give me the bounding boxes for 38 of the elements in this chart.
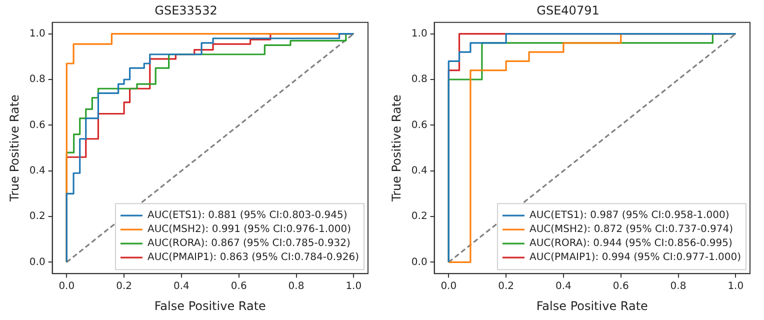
legend-label: AUC(MSH2): 0.872 (95% CI:0.737-0.974) [529,224,734,236]
x-axis-title: False Positive Rate [154,298,266,313]
x-tick-label: 1.0 [728,281,744,292]
y-tick-label: 0.4 [29,165,46,176]
y-tick-label: 1.0 [411,28,428,40]
legend-label: AUC(PMAIP1): 0.994 (95% CI:0.977-1.000) [529,252,742,264]
x-tick-label: 0.6 [230,281,247,292]
y-tick-label: 0.0 [411,256,428,268]
y-tick-label: 0.6 [29,120,46,131]
x-tick-label: 0.4 [556,281,572,292]
x-tick-label: 0.8 [288,281,304,292]
y-axis-title: True Positive Rate [7,94,22,202]
y-tick-label: 0.0 [29,256,46,268]
y-axis-title: True Positive Rate [389,94,404,202]
y-tick-label: 0.2 [29,211,46,222]
y-tick-label: 0.2 [411,211,428,222]
x-tick-label: 0.2 [498,281,514,292]
legend-label: AUC(PMAIP1): 0.863 (95% CI:0.784-0.926) [147,252,360,264]
y-tick-label: 0.8 [29,74,46,86]
y-tick-label: 1.0 [29,28,46,40]
y-tick-label: 0.8 [411,74,428,86]
legend-label: AUC(RORA): 0.944 (95% CI:0.856-0.995) [529,238,732,250]
x-axis-title: False Positive Rate [536,298,648,313]
legend-label: AUC(ETS1): 0.987 (95% CI:0.958-1.000) [529,210,730,222]
x-tick-label: 0.2 [116,281,132,292]
x-tick-label: 0.4 [174,281,190,292]
x-tick-label: 0.0 [440,281,457,292]
legend-label: AUC(RORA): 0.867 (95% CI:0.785-0.932) [147,238,350,250]
x-tick-label: 0.6 [612,281,629,292]
legend-label: AUC(MSH2): 0.991 (95% CI:0.976-1.000) [147,224,352,236]
x-tick-label: 0.8 [670,281,686,292]
y-tick-label: 0.4 [411,165,428,176]
y-tick-label: 0.6 [411,120,428,131]
x-tick-label: 0.0 [58,281,75,292]
legend-label: AUC(ETS1): 0.881 (95% CI:0.803-0.945) [147,210,348,222]
chart-title: GSE33532 [154,3,218,18]
chart-title: GSE40791 [536,3,600,18]
x-tick-label: 1.0 [346,281,362,292]
